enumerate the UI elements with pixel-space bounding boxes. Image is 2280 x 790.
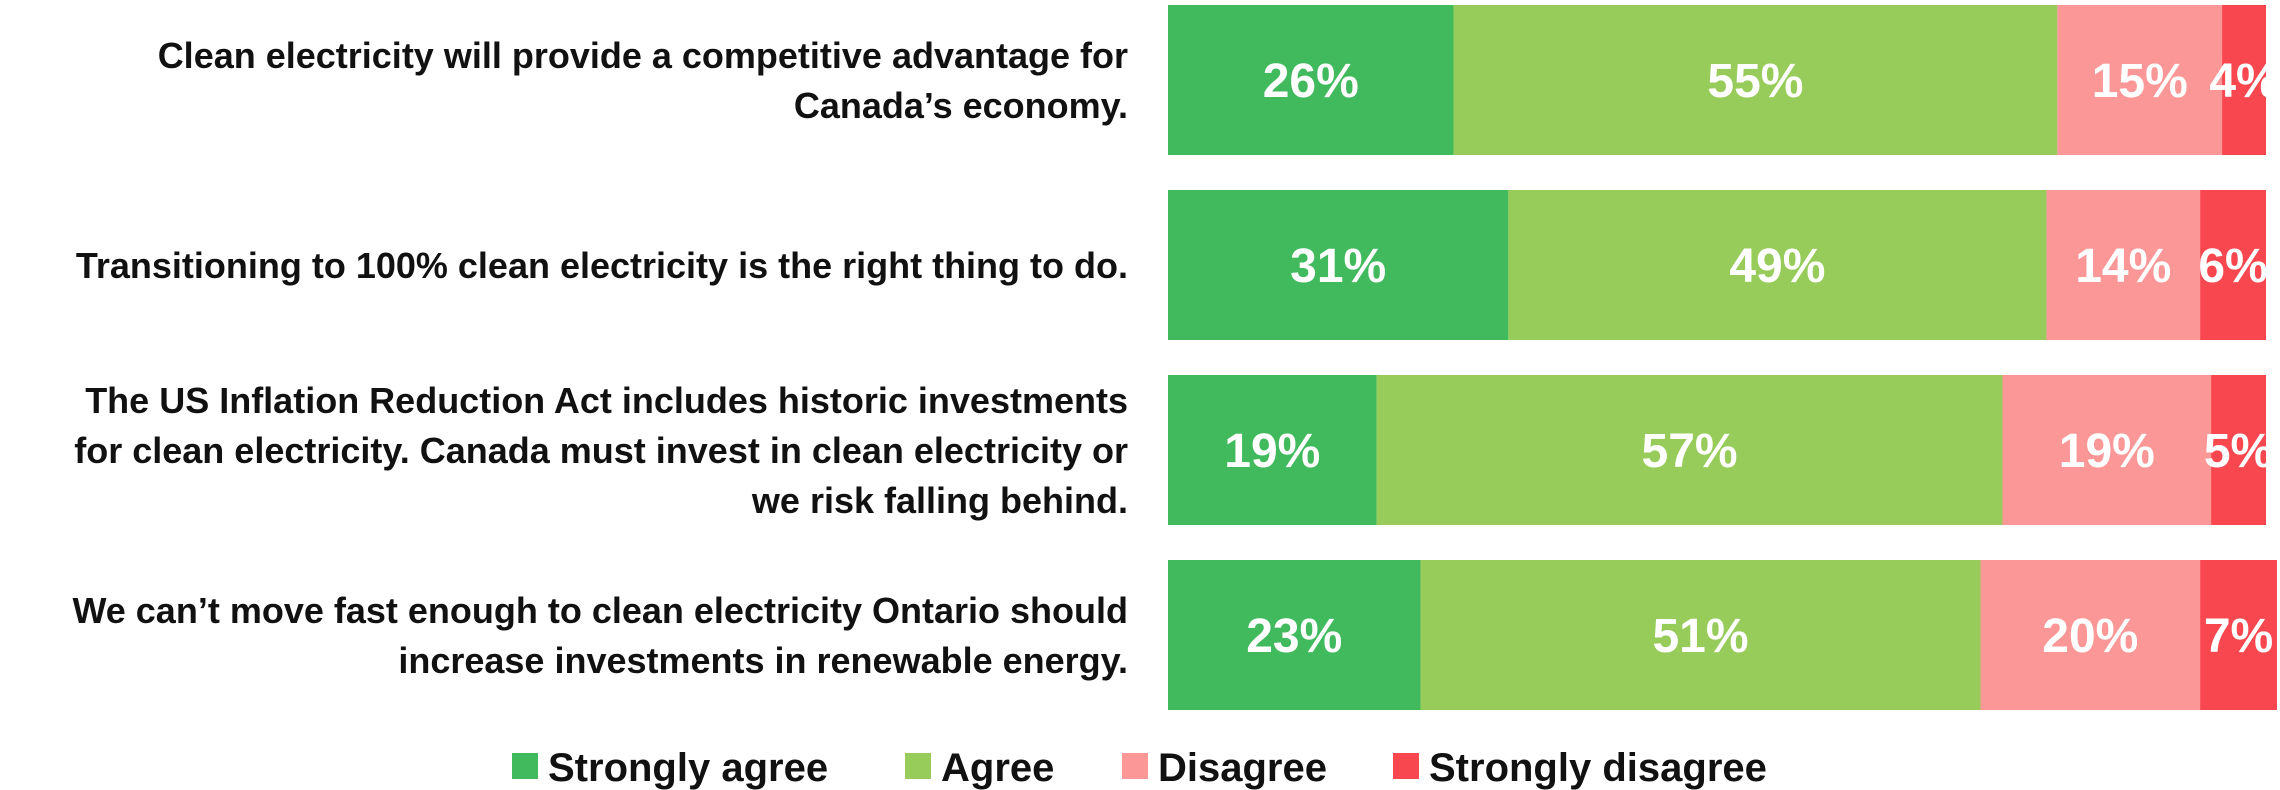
statement-label-line: Canada’s economy. xyxy=(794,85,1128,126)
data-label: 19% xyxy=(1224,425,1320,478)
legend-item-disagree: Disagree xyxy=(1122,746,1327,790)
legend-swatch xyxy=(512,753,538,779)
statement-label-line: We can’t move fast enough to clean elect… xyxy=(72,590,1128,631)
bar-segment-strongly-disagree xyxy=(2200,190,2266,340)
legend-item-strongly-agree: Strongly agree xyxy=(512,746,828,790)
legend-swatch xyxy=(1122,753,1148,779)
data-label: 19% xyxy=(2059,425,2155,478)
data-label: 15% xyxy=(2092,55,2188,108)
bar-segment-disagree xyxy=(1980,560,2201,710)
statement-label-line: Transitioning to 100% clean electricity … xyxy=(76,245,1128,286)
data-label: 51% xyxy=(1652,610,1748,663)
statement-label-line: The US Inflation Reduction Act includes … xyxy=(85,380,1128,421)
bar-segment-strongly-disagree xyxy=(2211,375,2266,525)
statement-label-line: for clean electricity. Canada must inves… xyxy=(74,430,1128,471)
legend-label: Strongly disagree xyxy=(1429,746,1767,790)
statement-label-line: increase investments in renewable energy… xyxy=(398,640,1128,681)
data-label: 5% xyxy=(2204,425,2273,478)
data-label: 26% xyxy=(1263,55,1359,108)
bar-segment-strongly-agree xyxy=(1168,5,1454,155)
bar-segment-disagree xyxy=(2002,375,2212,525)
data-label: 23% xyxy=(1246,610,1342,663)
statement-label: The US Inflation Reduction Act includes … xyxy=(74,380,1128,521)
bar-segment-agree xyxy=(1420,560,1981,710)
statement-label: Transitioning to 100% clean electricity … xyxy=(76,245,1128,286)
bar-segment-agree xyxy=(1376,375,2003,525)
data-label: 57% xyxy=(1642,425,1738,478)
bar-segment-strongly-agree xyxy=(1168,375,1377,525)
legend-item-agree: Agree xyxy=(905,746,1054,790)
legend-label: Strongly agree xyxy=(548,746,828,790)
statement-label-line: we risk falling behind. xyxy=(751,480,1128,521)
bar-segment-strongly-agree xyxy=(1168,560,1421,710)
data-label: 4% xyxy=(2209,55,2278,108)
statement-label: Clean electricity will provide a competi… xyxy=(158,35,1128,126)
legend: Strongly agree Agree Disagree Strongly disa… xyxy=(512,746,1767,790)
bar-segment-agree xyxy=(1453,5,2058,155)
data-label: 20% xyxy=(2042,610,2138,663)
statement-label: We can’t move fast enough to clean elect… xyxy=(72,590,1128,681)
bar-segment-strongly-disagree xyxy=(2200,560,2277,710)
bar-segment-disagree xyxy=(2057,5,2223,155)
legend-swatch xyxy=(905,753,931,779)
bar-segment-strongly-agree xyxy=(1168,190,1509,340)
data-label: 7% xyxy=(2204,610,2273,663)
legend-label: Disagree xyxy=(1158,746,1327,790)
statement-labels: Clean electricity will provide a competi… xyxy=(72,35,1128,681)
bars: 26% 55% 15% 4% 31% 49% 14% 6% 19% 57% 19% 5% 23% 51% 2… xyxy=(1168,5,2279,710)
bar-segment-agree xyxy=(1508,190,2047,340)
legend-item-strongly-disagree: Strongly disagree xyxy=(1393,746,1767,790)
data-label: 31% xyxy=(1290,240,1386,293)
data-label: 14% xyxy=(2075,240,2171,293)
bar-segment-strongly-disagree xyxy=(2222,5,2266,155)
legend-label: Agree xyxy=(941,746,1054,790)
data-label: 6% xyxy=(2198,240,2267,293)
data-label: 49% xyxy=(1729,240,1825,293)
bar-segment-disagree xyxy=(2046,190,2201,340)
legend-swatch xyxy=(1393,753,1419,779)
data-label: 55% xyxy=(1707,55,1803,108)
statement-label-line: Clean electricity will provide a competi… xyxy=(158,35,1128,76)
